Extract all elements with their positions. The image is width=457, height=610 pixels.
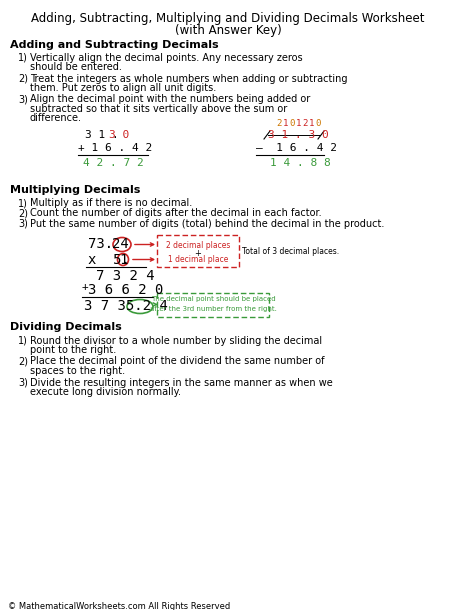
Text: Multiply as if there is no decimal.: Multiply as if there is no decimal. <box>30 198 192 208</box>
Text: 3 6 6 2 0: 3 6 6 2 0 <box>88 282 163 296</box>
Text: Vertically align the decimal points. Any necessary zeros: Vertically align the decimal points. Any… <box>30 53 303 63</box>
Text: Adding, Subtracting, Multiplying and Dividing Decimals Worksheet: Adding, Subtracting, Multiplying and Div… <box>31 12 425 25</box>
Text: Multiplying Decimals: Multiplying Decimals <box>10 185 140 195</box>
Text: Count the number of digits after the decimal in each factor.: Count the number of digits after the dec… <box>30 209 322 218</box>
Text: Put the same number of digits (total) behind the decimal in the product.: Put the same number of digits (total) be… <box>30 219 384 229</box>
Text: Round the divisor to a whole number by sliding the decimal: Round the divisor to a whole number by s… <box>30 336 322 345</box>
Text: The decimal point should be placed: The decimal point should be placed <box>151 296 275 303</box>
Text: 3 1 . 3 0: 3 1 . 3 0 <box>268 130 329 140</box>
Text: 2: 2 <box>276 119 282 128</box>
Text: 0: 0 <box>315 119 320 128</box>
Text: Adding and Subtracting Decimals: Adding and Subtracting Decimals <box>10 40 218 50</box>
Text: Total of 3 decimal places.: Total of 3 decimal places. <box>242 248 339 256</box>
Text: 3 0: 3 0 <box>109 130 129 140</box>
Text: 5 2 4: 5 2 4 <box>126 300 168 314</box>
Text: 2): 2) <box>18 356 28 367</box>
Text: Align the decimal point with the numbers being added or: Align the decimal point with the numbers… <box>30 94 310 104</box>
Text: difference.: difference. <box>30 113 82 123</box>
Text: Place the decimal point of the dividend the same number of: Place the decimal point of the dividend … <box>30 356 324 367</box>
Text: + 1 6 . 4 2: + 1 6 . 4 2 <box>78 143 152 153</box>
Text: 2: 2 <box>302 119 308 128</box>
Text: 3 1 .: 3 1 . <box>85 130 119 140</box>
Text: (with Answer Key): (with Answer Key) <box>175 24 282 37</box>
Text: 2): 2) <box>18 73 28 84</box>
Text: —  1 6 . 4 2: — 1 6 . 4 2 <box>256 143 337 153</box>
Text: +: + <box>195 249 202 259</box>
Text: them. Put zeros to align all unit digits.: them. Put zeros to align all unit digits… <box>30 83 216 93</box>
Text: 1 4 . 8 8: 1 4 . 8 8 <box>270 158 331 168</box>
Text: 1: 1 <box>308 119 314 128</box>
Text: 1): 1) <box>18 336 28 345</box>
Text: 1): 1) <box>18 53 28 63</box>
Text: 2 decimal places: 2 decimal places <box>166 240 230 249</box>
Text: 1): 1) <box>18 198 28 208</box>
Text: Divide the resulting integers in the same manner as when we: Divide the resulting integers in the sam… <box>30 378 333 387</box>
Text: 1: 1 <box>119 253 128 267</box>
Text: © MathematicalWorksheets.com All Rights Reserved: © MathematicalWorksheets.com All Rights … <box>8 602 230 610</box>
Text: should be entered.: should be entered. <box>30 62 122 73</box>
Text: spaces to the right.: spaces to the right. <box>30 366 125 376</box>
Text: 3): 3) <box>18 94 28 104</box>
Text: point to the right.: point to the right. <box>30 345 116 355</box>
Text: x  5.: x 5. <box>88 253 130 267</box>
Text: 1 decimal place: 1 decimal place <box>168 256 228 265</box>
Text: 3): 3) <box>18 378 28 387</box>
Text: 24: 24 <box>112 237 129 251</box>
Text: 3): 3) <box>18 219 28 229</box>
Text: 1: 1 <box>296 119 301 128</box>
Text: subtracted so that it sits vertically above the sum or: subtracted so that it sits vertically ab… <box>30 104 287 113</box>
Text: +: + <box>82 282 89 293</box>
Text: 73.: 73. <box>88 237 113 251</box>
Text: Dividing Decimals: Dividing Decimals <box>10 323 122 332</box>
Text: 3 7 3 .: 3 7 3 . <box>84 300 143 314</box>
Text: 1: 1 <box>282 119 288 128</box>
Text: 0: 0 <box>289 119 294 128</box>
Text: after the 3rd number from the right.: after the 3rd number from the right. <box>149 306 276 312</box>
Text: 2): 2) <box>18 209 28 218</box>
Text: execute long division normally.: execute long division normally. <box>30 387 181 397</box>
Text: Treat the integers as whole numbers when adding or subtracting: Treat the integers as whole numbers when… <box>30 73 347 84</box>
Text: 4 2 . 7 2: 4 2 . 7 2 <box>83 158 144 168</box>
Text: 7 3 2 4: 7 3 2 4 <box>96 270 154 284</box>
